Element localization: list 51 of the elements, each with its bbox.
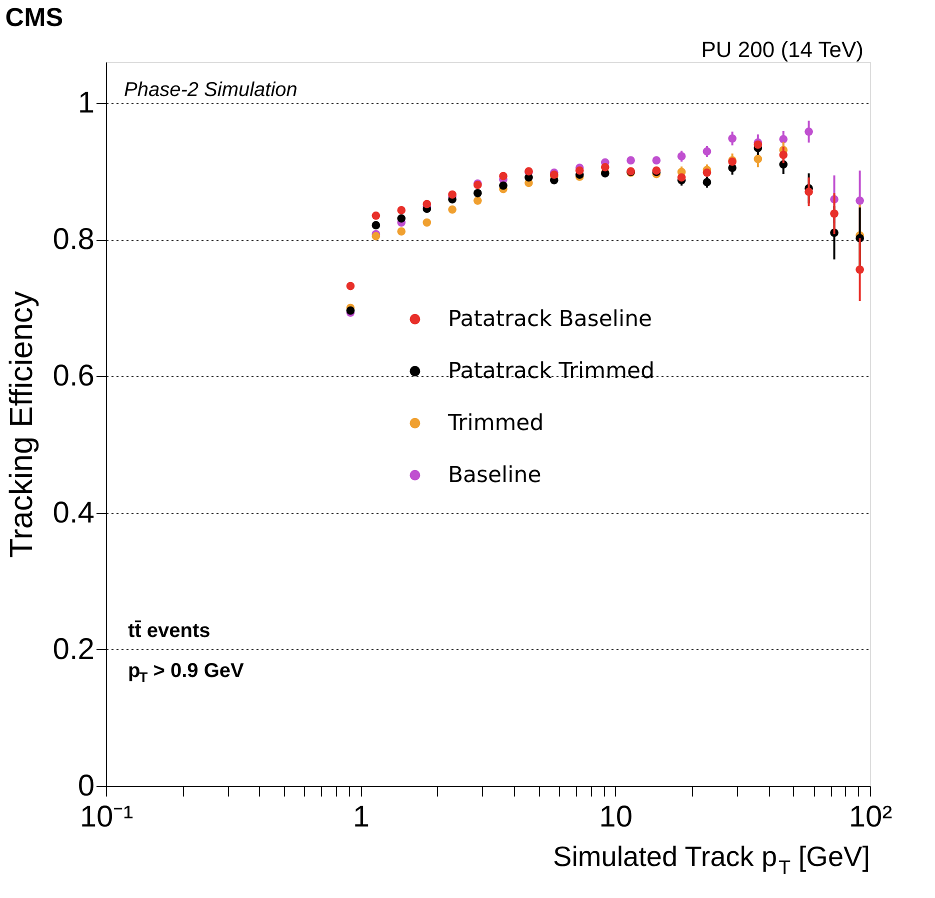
point — [473, 196, 482, 205]
point — [422, 218, 432, 227]
point — [372, 212, 380, 220]
y-axis-title: Tracking Efficiency — [2, 291, 39, 558]
point — [677, 173, 686, 182]
point — [652, 156, 661, 165]
point — [856, 265, 864, 274]
point — [499, 172, 508, 180]
point — [372, 221, 380, 230]
point — [397, 214, 406, 223]
point — [779, 135, 788, 144]
point — [856, 196, 864, 205]
x-tick-label: 1 — [352, 800, 370, 834]
point — [346, 306, 355, 315]
annotation: tt̄ events — [128, 620, 210, 642]
point — [397, 227, 406, 236]
x-tick-label: 10² — [848, 800, 892, 834]
point — [600, 163, 610, 172]
point — [830, 209, 838, 218]
legend-label: Trimmed — [446, 411, 544, 436]
x-tick-label: 10 — [599, 800, 633, 834]
point — [422, 200, 432, 208]
point — [728, 134, 737, 143]
point — [473, 188, 482, 198]
point — [575, 166, 584, 175]
point — [804, 188, 813, 196]
point — [804, 127, 813, 136]
y-tick-label: 0.4 — [52, 496, 94, 530]
y-tick-label: 0.8 — [52, 223, 94, 256]
legend-label: Patatrack Trimmed — [448, 359, 655, 384]
point — [702, 168, 712, 177]
point — [499, 181, 508, 190]
x-tick-label: 10⁻¹ — [80, 800, 134, 834]
point — [702, 147, 712, 156]
y-tick-label: 0.2 — [52, 632, 94, 666]
legend-label: Baseline — [448, 463, 542, 488]
point — [346, 282, 355, 290]
y-tick-label: 0.6 — [52, 360, 94, 393]
text: PU 200 (14 TeV) — [701, 37, 864, 62]
point — [397, 206, 406, 214]
chart-title: CMS — [5, 2, 64, 32]
y-tick-label: 0 — [78, 770, 94, 802]
legend-label: Patatrack Baseline — [448, 307, 652, 332]
point — [754, 154, 762, 164]
y-tick-label: 1 — [78, 86, 94, 120]
point — [448, 205, 456, 214]
point — [626, 156, 635, 165]
point — [779, 150, 788, 160]
point — [677, 152, 686, 160]
point — [702, 178, 712, 186]
annotation: Phase-2 Simulation — [124, 79, 298, 101]
